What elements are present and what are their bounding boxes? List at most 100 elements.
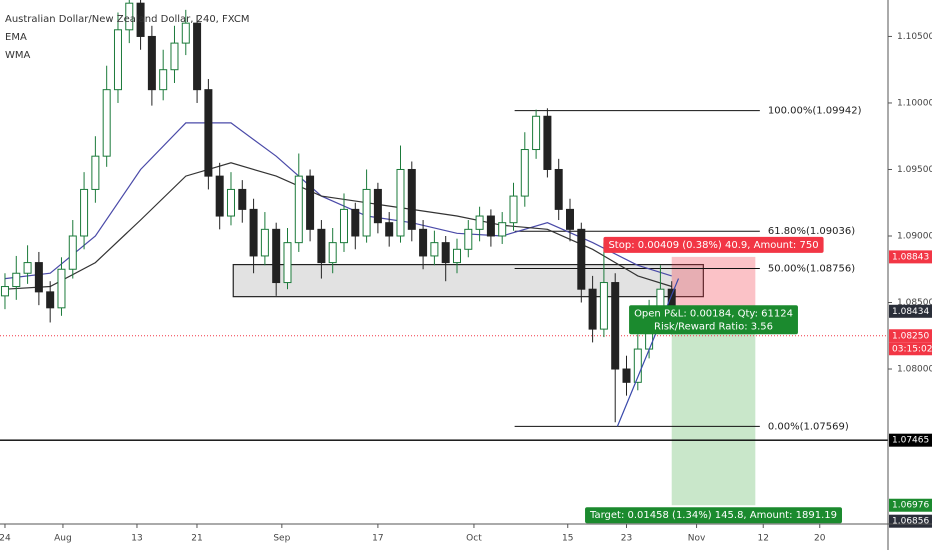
target-area — [671, 311, 756, 506]
price-label-box — [889, 329, 932, 343]
legend-entry: WMA — [5, 50, 31, 61]
price-label: 1.08250 — [892, 331, 929, 341]
price-label-box — [889, 433, 932, 447]
fib-label: 100.00%(1.09942) — [768, 106, 862, 117]
candle-body — [260, 228, 269, 257]
candle-body — [509, 195, 518, 224]
candle-body — [193, 22, 202, 91]
x-tick-label: 17 — [372, 534, 383, 544]
x-tick-label: 12 — [758, 534, 769, 544]
candle-body — [215, 175, 224, 217]
candle-body — [57, 268, 66, 309]
candle-body — [170, 42, 179, 71]
candle-body — [226, 188, 235, 217]
candle-body — [181, 22, 190, 44]
support-zone — [232, 263, 704, 298]
x-tick-label: Nov — [688, 534, 706, 544]
candle-body — [283, 242, 292, 284]
candle-body — [464, 228, 473, 250]
candle-body — [328, 242, 337, 264]
position-label: Stop: 0.00409 (0.38%) 40.9, Amount: 750 — [608, 240, 818, 251]
candle-body — [272, 228, 281, 284]
candle-body — [306, 175, 315, 230]
candle-body — [147, 35, 156, 91]
position-label: Target: 0.01458 (1.34%) 145.8, Amount: 1… — [589, 510, 837, 521]
candle-body — [475, 215, 484, 230]
candle-body — [577, 228, 586, 290]
price-label: 1.07465 — [892, 436, 929, 446]
candle-body — [622, 368, 631, 383]
candle-body — [486, 215, 495, 237]
candle-body — [543, 115, 552, 170]
x-tick-label: 24 — [0, 534, 11, 544]
trendline — [616, 278, 680, 427]
candle-body — [396, 168, 405, 237]
candle-body — [80, 188, 89, 237]
x-tick-label: 13 — [131, 534, 142, 544]
y-tick-label: 1.08500 — [897, 298, 932, 308]
countdown: 03:15:02 — [892, 344, 932, 354]
legend-entry: EMA — [5, 32, 27, 43]
candle-body — [68, 235, 77, 270]
candle-body — [113, 29, 122, 91]
candle-body — [125, 2, 134, 31]
x-tick-label: 21 — [191, 534, 202, 544]
price-label-box — [889, 304, 932, 318]
y-tick-label: 1.09500 — [897, 165, 932, 175]
candle-body — [317, 228, 326, 264]
price-label: 1.06856 — [892, 517, 929, 527]
stop-area — [671, 256, 756, 312]
candle-body — [102, 89, 111, 157]
candle-body — [362, 188, 371, 237]
x-tick-label: Aug — [54, 534, 72, 544]
candle-body — [407, 168, 416, 230]
candle-body — [159, 69, 168, 91]
position-label-box — [585, 507, 842, 524]
candle-body — [373, 188, 382, 224]
y-tick-label: 1.09000 — [897, 231, 932, 241]
candle-body — [339, 208, 348, 244]
price-label: 1.08843 — [892, 252, 929, 262]
candle-body — [532, 115, 541, 151]
candle-body — [136, 2, 145, 37]
price-label-box — [889, 498, 932, 512]
chart-title: Australian Dollar/New Zealand Dollar, 24… — [5, 14, 250, 25]
candle-body — [441, 242, 450, 264]
candle-body — [419, 228, 428, 257]
x-tick-label: 20 — [814, 534, 826, 544]
fib-label: 0.00%(1.07569) — [768, 421, 849, 432]
y-tick-label: 1.10000 — [897, 98, 932, 108]
candle-body — [351, 208, 360, 237]
candle-body — [554, 168, 563, 210]
candle-body — [204, 89, 213, 177]
candle-body — [611, 282, 620, 370]
candle-body — [12, 272, 21, 288]
candle-body — [430, 242, 439, 257]
x-tick-label: 23 — [621, 534, 632, 544]
x-tick-label: Sep — [273, 534, 290, 544]
fib-label: 61.80%(1.09036) — [768, 226, 855, 237]
price-label: 1.06976 — [892, 501, 929, 511]
fib-label: 50.00%(1.08756) — [768, 263, 855, 274]
countdown-box — [889, 342, 932, 356]
y-tick-label: 1.10500 — [897, 32, 932, 42]
candle-body — [238, 188, 247, 210]
position-label-box — [629, 305, 798, 335]
position-label: Open P&L: 0.00184, Qty: 61124 — [634, 308, 793, 319]
candle-body — [91, 155, 100, 190]
candle-body — [0, 286, 9, 297]
position-label: Risk/Reward Ratio: 3.56 — [654, 321, 773, 332]
candle-body — [599, 282, 608, 330]
candle-body — [633, 348, 642, 383]
candle-body — [249, 208, 258, 257]
price-label: 1.08434 — [892, 307, 929, 317]
candle-body — [294, 175, 303, 244]
candle-body — [588, 288, 597, 330]
candle-body — [452, 248, 461, 264]
candle-body — [34, 262, 43, 293]
y-tick-label: 1.08000 — [897, 365, 932, 375]
price-label-box — [889, 250, 932, 264]
x-tick-label: Oct — [466, 534, 482, 544]
